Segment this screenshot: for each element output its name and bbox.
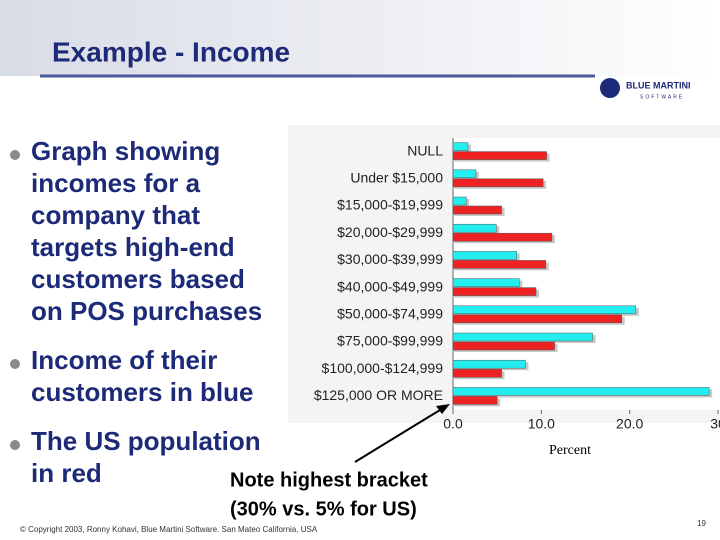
bullet-text: targets high-end [31, 232, 235, 262]
header-band [0, 0, 720, 76]
bar [452, 223, 497, 233]
x-tick-label: 30 [710, 416, 720, 432]
y-tick-label: $125,000 OR MORE [314, 387, 443, 403]
note-arrowhead [436, 404, 450, 414]
x-tick-label: 10.0 [528, 416, 555, 432]
y-tick-label: $75,000-$99,999 [337, 333, 443, 349]
bullet-dot [10, 359, 20, 369]
logo-mark [600, 78, 620, 98]
bullet-text: customers based [31, 264, 245, 294]
footer-copyright: © Copyright 2003, Ronny Kohavi, Blue Mar… [20, 525, 318, 534]
bar [452, 260, 546, 269]
note-text: (30% vs. 5% for US) [230, 498, 417, 520]
bar [452, 178, 544, 188]
bullet-text: on POS purchases [31, 296, 262, 326]
logo-subtext: SOFTWARE [640, 94, 684, 100]
bar [452, 251, 517, 260]
bar [452, 396, 498, 405]
bar [452, 151, 547, 160]
x-tick-label: 0.0 [443, 416, 463, 432]
bullet-dot [10, 150, 20, 160]
note-text: Note highest bracket [230, 469, 428, 491]
bullet-text: incomes for a [31, 168, 201, 198]
bar [452, 169, 477, 179]
note-arrow [354, 409, 441, 463]
bar [452, 142, 469, 151]
y-tick-label: $30,000-$39,999 [337, 251, 443, 267]
bullet-dot [10, 440, 20, 450]
logo-text: BLUE MARTINI [626, 80, 691, 90]
y-tick-label: $40,000-$49,999 [337, 278, 443, 294]
bar [452, 341, 555, 351]
bar [452, 278, 520, 287]
x-axis-label: Percent [549, 443, 591, 458]
bar [452, 314, 622, 324]
bullet-text: customers in blue [31, 377, 254, 407]
bar [452, 387, 710, 396]
x-tick-label: 20.0 [616, 416, 643, 432]
y-tick-label: $50,000-$74,999 [337, 306, 443, 322]
bullet-text: company that [31, 200, 200, 230]
y-tick-label: NULL [407, 142, 443, 158]
bar [452, 305, 637, 315]
bar [452, 196, 467, 206]
bar [452, 332, 593, 342]
bar [452, 232, 553, 242]
bullet-text: Graph showing [31, 136, 220, 166]
y-tick-label: Under $15,000 [350, 170, 443, 186]
page-number: 19 [697, 519, 706, 528]
bar [452, 287, 537, 296]
bullet-text: Income of their [31, 345, 217, 375]
bullet-text: The US population [31, 426, 261, 456]
bar [452, 359, 526, 369]
y-tick-label: $15,000-$19,999 [337, 197, 443, 213]
bar [452, 205, 502, 215]
y-tick-label: $100,000-$124,999 [322, 360, 444, 376]
bullet-text: in red [31, 458, 102, 488]
slide-title: Example - Income [52, 36, 290, 67]
bar [452, 368, 502, 378]
y-tick-label: $20,000-$29,999 [337, 224, 443, 240]
